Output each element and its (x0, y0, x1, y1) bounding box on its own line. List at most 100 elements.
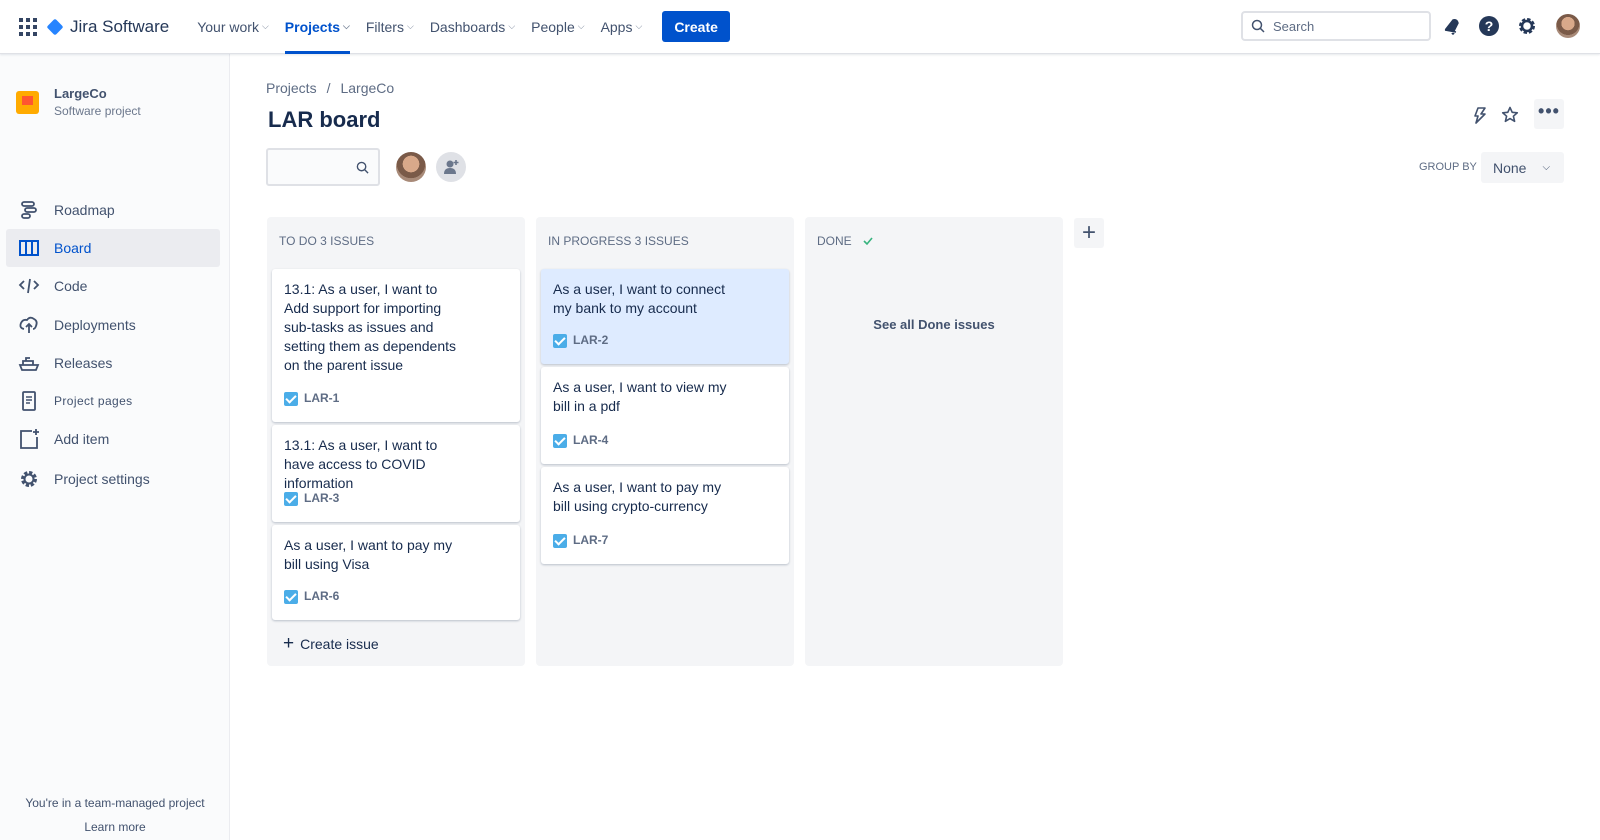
story-checkbox-icon (553, 433, 567, 448)
sidebar-item-code[interactable]: Code (6, 267, 220, 305)
ship-icon (18, 357, 40, 371)
issue-key: LAR-4 (553, 431, 608, 450)
help-icon[interactable]: ? (1478, 15, 1500, 37)
group-by-select[interactable]: None ⌵ (1481, 152, 1564, 183)
see-all-done-link[interactable]: See all Done issues (873, 317, 995, 332)
nav-projects[interactable]: Projects ⌵ (284, 0, 350, 54)
breadcrumb: Projects / LargeCo (266, 80, 395, 96)
learn-more-link[interactable]: Learn more (84, 820, 146, 834)
add-item-icon (20, 429, 39, 449)
add-people-button[interactable] (436, 152, 466, 182)
plus-icon: + (283, 633, 295, 654)
issue-card[interactable]: 13.1: As a user, I want to have access t… (272, 425, 520, 522)
nav-your-work[interactable]: Your work ⌵ (197, 18, 269, 35)
star-icon (1501, 106, 1519, 123)
add-person-icon (444, 160, 459, 174)
sidebar-item-project-settings[interactable]: Project settings (6, 460, 220, 498)
settings-gear-icon[interactable] (1516, 15, 1538, 37)
issue-key: LAR-6 (284, 587, 339, 606)
sidebar-item-label: Roadmap (54, 202, 115, 218)
add-column-button[interactable]: + (1074, 218, 1104, 248)
column-header: IN PROGRESS 3 ISSUES (548, 234, 689, 248)
issue-card[interactable]: As a user, I want to connect my bank to … (541, 269, 789, 364)
issue-key: LAR-7 (553, 531, 608, 550)
create-button[interactable]: Create (662, 11, 730, 42)
nav-apps[interactable]: Apps ⌵ (600, 18, 643, 35)
search-placeholder: Search (1273, 18, 1315, 34)
story-checkbox-icon (284, 491, 298, 506)
app-switcher-icon[interactable] (19, 17, 37, 36)
notifications-bell-icon[interactable] (1441, 15, 1463, 37)
app-name: Jira Software (70, 16, 170, 36)
column-header: TO DO 3 ISSUES (279, 234, 375, 248)
chevron-down-icon: ⌵ (1542, 162, 1551, 173)
code-icon (18, 278, 40, 294)
chevron-down-icon: ⌵ (406, 21, 414, 31)
issue-summary: As a user, I want to connect my bank to … (553, 281, 725, 316)
page-title: LAR board (268, 107, 381, 132)
breadcrumb-largeco[interactable]: LargeCo (340, 80, 395, 96)
chevron-down-icon: ⌵ (508, 21, 516, 31)
chevron-down-icon: ⌵ (635, 21, 643, 31)
story-checkbox-icon (553, 333, 567, 348)
project-type: Software project (54, 104, 141, 118)
issue-card[interactable]: As a user, I want to pay my bill using V… (272, 525, 520, 620)
check-icon (863, 237, 873, 246)
sidebar-item-label: Deployments (54, 317, 136, 333)
project-header[interactable]: LargeCo Software project (16, 86, 141, 118)
sidebar-item-deployments[interactable]: Deployments (6, 306, 220, 344)
story-checkbox-icon (284, 589, 298, 604)
column-header: DONE (817, 234, 874, 248)
issue-key: LAR-1 (284, 389, 339, 408)
sidebar-item-label: Releases (54, 355, 113, 371)
project-name: LargeCo (54, 86, 107, 101)
board-search-input[interactable] (266, 148, 380, 186)
automation-button[interactable] (1465, 100, 1495, 130)
create-issue-button[interactable]: + Create issue (283, 633, 379, 654)
issue-summary: 13.1: As a user, I want to have access t… (284, 437, 438, 491)
breadcrumb-projects[interactable]: Projects (266, 80, 317, 96)
more-actions-button[interactable]: ••• (1534, 99, 1564, 129)
nav-dashboards[interactable]: Dashboards ⌵ (429, 18, 516, 35)
jira-logo[interactable]: Jira Software (46, 16, 170, 37)
lightning-icon (1474, 107, 1486, 124)
nav-people[interactable]: People ⌵ (531, 18, 585, 35)
page-icon (22, 391, 36, 411)
issue-card[interactable]: As a user, I want to view my bill in a p… (541, 367, 789, 464)
plus-icon: + (1081, 219, 1096, 246)
sidebar-item-label: Code (54, 278, 88, 294)
sidebar-item-roadmap[interactable]: Roadmap (6, 191, 220, 229)
sidebar-item-board[interactable]: Board (6, 229, 220, 267)
nav-filters[interactable]: Filters ⌵ (365, 18, 414, 35)
top-nav: Jira Software Your work ⌵ Projects ⌵ Filte… (0, 0, 1600, 54)
chevron-down-icon: ⌵ (577, 21, 585, 31)
sidebar-item-label: Add item (54, 431, 110, 447)
issue-key: LAR-2 (553, 331, 608, 350)
svg-text:?: ? (1485, 18, 1494, 34)
board-icon (19, 240, 39, 256)
group-by-label: GROUP BY (1419, 161, 1477, 173)
more-icon: ••• (1538, 100, 1560, 121)
sidebar-item-add-item[interactable]: Add item (6, 420, 220, 458)
issue-card[interactable]: As a user, I want to pay my bill using c… (541, 467, 789, 564)
issue-summary: As a user, I want to pay my bill using V… (284, 537, 453, 572)
sidebar-item-releases[interactable]: Releases (6, 344, 220, 382)
issue-summary: As a user, I want to view my bill in a p… (553, 379, 727, 414)
story-checkbox-icon (284, 391, 298, 406)
gear-icon (21, 471, 37, 487)
column-0: TO DO 3 ISSUES 13.1: As a user, I want to… (267, 217, 525, 666)
sidebar-item-project-pages[interactable]: Project pages (6, 382, 220, 420)
search-input[interactable]: Search (1241, 11, 1431, 41)
issue-card[interactable]: 13.1: As a user, I want to Add support f… (272, 269, 520, 422)
assignee-avatar[interactable] (396, 152, 426, 182)
user-avatar[interactable] (1556, 14, 1580, 38)
issue-summary: 13.1: As a user, I want to Add support f… (284, 281, 457, 373)
chevron-down-icon: ⌵ (343, 21, 350, 31)
story-checkbox-icon (553, 533, 567, 548)
jira-diamond-icon (46, 18, 64, 35)
sidebar: LargeCo Software project Roadmap Board Code… (0, 54, 230, 840)
roadmap-icon (21, 201, 37, 219)
star-button[interactable] (1495, 100, 1525, 130)
issue-summary: As a user, I want to pay my bill using c… (553, 479, 722, 514)
team-managed-note: You're in a team-managed project (25, 796, 205, 810)
